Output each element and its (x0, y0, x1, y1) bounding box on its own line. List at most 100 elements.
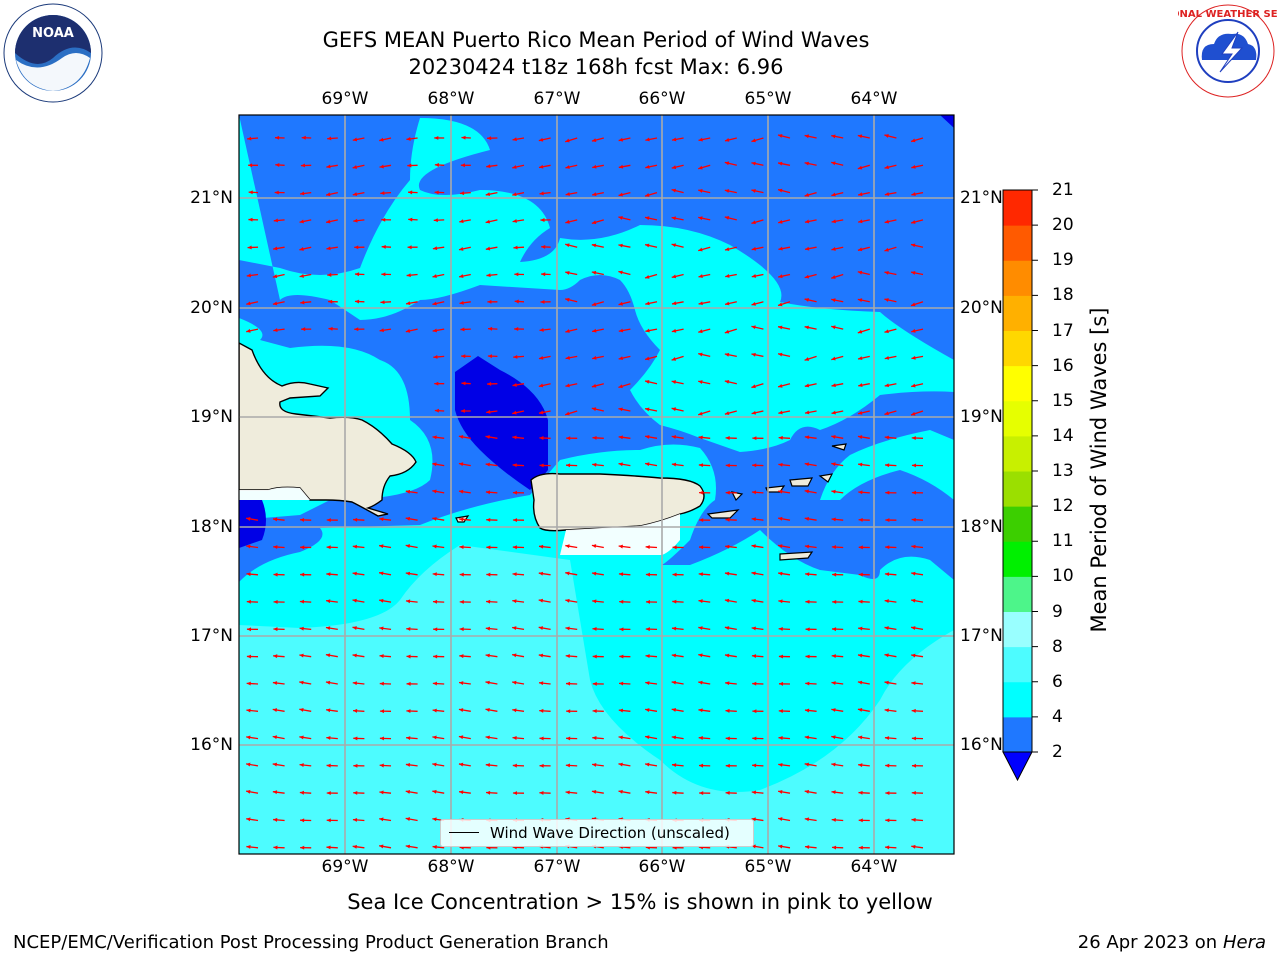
wind-arrow-head (699, 490, 704, 495)
wind-arrow-head (379, 164, 384, 169)
wind-arrow-head (804, 325, 809, 330)
wind-arrow-head (353, 790, 358, 795)
wind-arrow-head (405, 516, 411, 521)
lon-label-top: 68°W (427, 89, 475, 109)
wind-arrow-head (698, 165, 703, 170)
wind-arrow-head (591, 544, 597, 549)
wind-arrow-head (698, 626, 703, 631)
wind-arrow-head (751, 817, 756, 822)
wind-arrow-head (565, 626, 570, 631)
lat-label-right: 18°N (960, 517, 1003, 537)
wind-arrow-head (540, 299, 545, 304)
wind-arrow-head (565, 544, 570, 549)
wind-arrow-head (272, 790, 278, 795)
lat-label-left: 20°N (190, 298, 233, 318)
wind-arrow-head (512, 410, 517, 415)
wind-arrow-head (885, 490, 890, 495)
wave-period-2-4-region (239, 115, 954, 582)
wind-arrow-head (911, 270, 916, 275)
wind-arrow-head (459, 545, 464, 550)
wind-arrow-head (751, 246, 757, 251)
wind-arrow-head (884, 329, 889, 334)
wind-arrow-head (591, 270, 597, 275)
wind-arrow-head (672, 572, 677, 577)
wind-arrow-head (831, 161, 836, 166)
colorbar-tick-label: 21 (1052, 180, 1074, 200)
wind-arrow-head (858, 517, 863, 522)
wind-arrow-head (566, 709, 571, 714)
wind-arrow-head (885, 791, 890, 796)
wind-arrow-head (432, 516, 437, 521)
wind-arrow-head (565, 763, 571, 768)
colorbar-tick-label: 10 (1052, 566, 1074, 587)
wind-arrow-head (858, 462, 863, 467)
wind-arrow-head (353, 708, 358, 713)
wind-arrow-head (699, 518, 704, 523)
wind-arrow-head (592, 435, 597, 440)
wind-arrow-head (698, 736, 703, 740)
wind-arrow-head (724, 379, 730, 384)
wind-arrow-head (857, 735, 863, 740)
wind-arrow-head (352, 653, 357, 658)
wind-arrow-head (565, 654, 570, 659)
footer-credit: NCEP/EMC/Verification Post Processing Pr… (13, 932, 609, 953)
wind-arrow-head (485, 626, 491, 631)
wind-arrow-head (565, 681, 571, 686)
wind-arrow-head (724, 411, 730, 416)
wind-arrow-head (592, 462, 597, 467)
wind-arrow-head (246, 544, 251, 549)
wind-arrow-head (592, 681, 597, 686)
wind-arrow-head (592, 328, 597, 333)
wind-arrow-head (432, 544, 437, 549)
wind-arrow-head (618, 384, 623, 389)
wind-arrow-head (698, 352, 703, 357)
wind-arrow-head (831, 489, 836, 494)
wind-arrow-head (300, 818, 305, 823)
lat-label-left: 17°N (190, 626, 233, 646)
wind-arrow-head (538, 137, 544, 142)
wind-arrow-head (911, 598, 916, 603)
wind-arrow-head (486, 517, 491, 522)
wind-arrow-head (671, 407, 676, 412)
wind-arrow-head (539, 708, 544, 713)
wind-arrow-head (246, 516, 251, 521)
wind-arrow-head (645, 407, 650, 412)
wind-arrow-head (831, 219, 836, 224)
wind-arrow-head (538, 355, 544, 360)
wind-arrow-head (406, 681, 411, 686)
wind-arrow-head (698, 680, 703, 685)
lat-label-left: 21°N (190, 188, 233, 208)
wind-arrow-head (539, 463, 544, 468)
wind-arrow-head (831, 762, 836, 767)
wind-arrow-head (804, 462, 810, 467)
colorbar-segment (1003, 681, 1032, 718)
colorbar-tick-label: 6 (1052, 671, 1063, 692)
wind-arrow-head (778, 599, 783, 604)
wind-arrow-head (645, 627, 650, 632)
wind-arrow-head (778, 709, 783, 713)
wind-arrow-head (541, 272, 546, 277)
wind-arrow-head (432, 817, 437, 822)
wind-arrow-head (618, 708, 624, 713)
wind-arrow-head (857, 410, 863, 415)
wind-arrow-head (724, 329, 730, 334)
wind-arrow-head (671, 380, 676, 385)
lon-label-top: 69°W (321, 89, 369, 109)
lat-label-right: 20°N (960, 298, 1003, 318)
wind-arrow-head (512, 463, 517, 468)
wind-arrow-head (352, 817, 358, 822)
wind-arrow-head (671, 626, 677, 631)
wind-arrow-head (858, 790, 863, 795)
wind-arrow-head (246, 301, 251, 306)
wind-arrow-head (514, 299, 519, 304)
wind-arrow-head (778, 571, 783, 576)
wind-arrow-head (379, 598, 384, 603)
wind-arrow-head (432, 708, 437, 713)
wind-arrow-head (619, 654, 624, 659)
wind-arrow-head (592, 192, 597, 197)
colorbar-tick-label: 17 (1052, 320, 1074, 341)
wind-arrow-head (751, 654, 757, 659)
wind-arrow-head (805, 654, 810, 659)
wind-arrow-head (565, 165, 570, 169)
wind-arrow-head (858, 356, 863, 361)
